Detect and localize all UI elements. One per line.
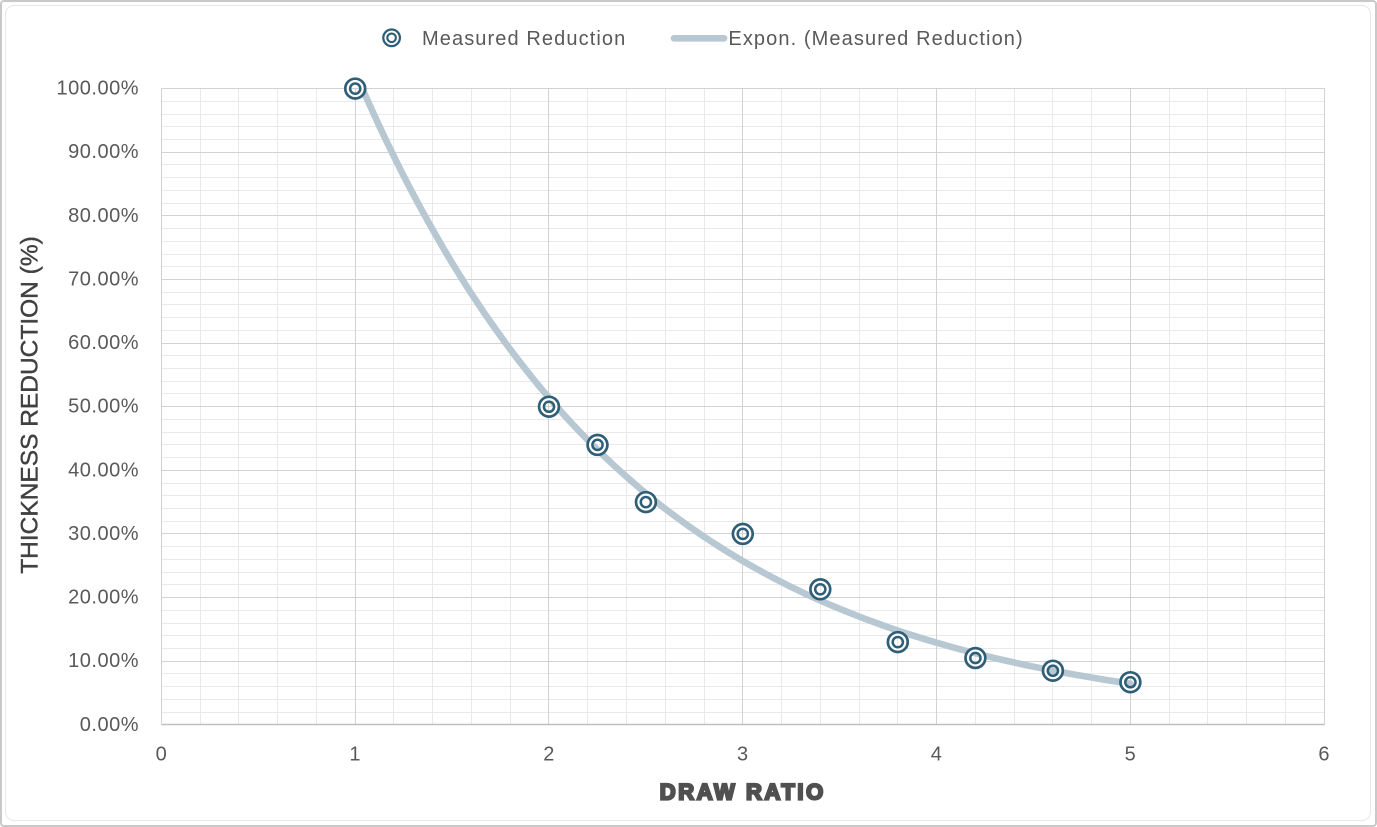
svg-text:50.00%: 50.00% xyxy=(68,396,139,418)
svg-text:3: 3 xyxy=(737,744,749,766)
svg-text:10.00%: 10.00% xyxy=(68,650,139,672)
svg-text:2: 2 xyxy=(543,744,555,766)
svg-text:80.00%: 80.00% xyxy=(68,205,139,227)
svg-text:0: 0 xyxy=(156,744,168,766)
svg-text:THICKNESS REDUCTION (%): THICKNESS REDUCTION (%) xyxy=(17,236,44,574)
svg-text:100.00%: 100.00% xyxy=(57,78,139,100)
svg-text:0.00%: 0.00% xyxy=(80,714,139,736)
svg-text:90.00%: 90.00% xyxy=(68,141,139,163)
svg-text:DRAW RATIO: DRAW RATIO xyxy=(660,779,826,804)
svg-text:Measured Reduction: Measured Reduction xyxy=(422,28,626,50)
svg-text:4: 4 xyxy=(931,744,943,766)
svg-text:5: 5 xyxy=(1125,744,1137,766)
svg-text:Expon. (Measured Reduction): Expon. (Measured Reduction) xyxy=(728,28,1023,50)
svg-text:70.00%: 70.00% xyxy=(68,269,139,291)
svg-text:40.00%: 40.00% xyxy=(68,459,139,481)
svg-text:1: 1 xyxy=(349,744,361,766)
svg-text:30.00%: 30.00% xyxy=(68,523,139,545)
svg-text:60.00%: 60.00% xyxy=(68,332,139,354)
svg-text:20.00%: 20.00% xyxy=(68,587,139,609)
svg-text:6: 6 xyxy=(1318,744,1330,766)
